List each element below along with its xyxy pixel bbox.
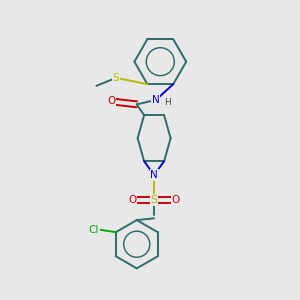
- Text: O: O: [108, 96, 116, 106]
- Text: Cl: Cl: [88, 225, 99, 235]
- Text: S: S: [151, 195, 158, 205]
- Text: N: N: [152, 95, 160, 105]
- Text: O: O: [172, 195, 180, 205]
- Text: O: O: [128, 195, 136, 205]
- Text: H: H: [164, 98, 170, 107]
- Text: S: S: [113, 73, 119, 83]
- Text: N: N: [150, 170, 158, 180]
